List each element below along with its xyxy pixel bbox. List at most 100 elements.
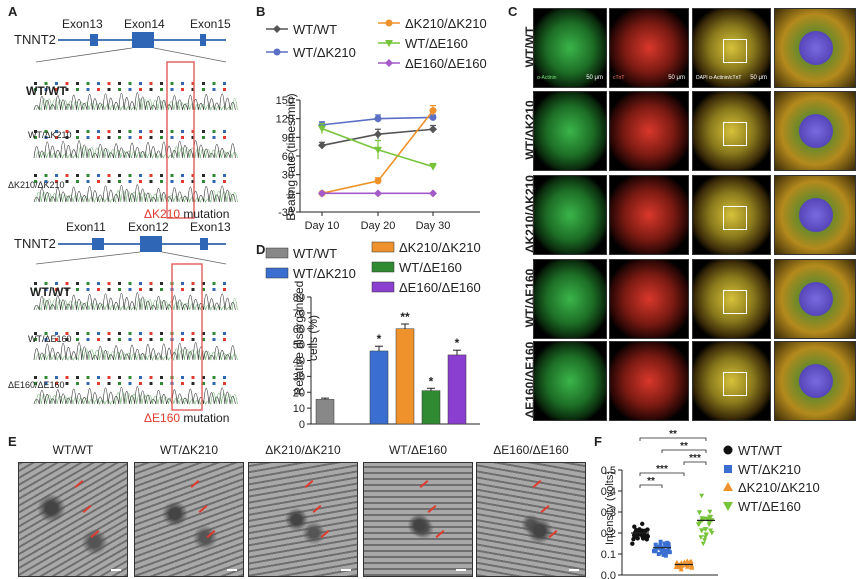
- microscopy-image-e160e160-merge: [692, 341, 771, 421]
- base-call-dot: [149, 88, 153, 91]
- legend-label: WT/ΔK210: [293, 266, 356, 281]
- legend-marker: [724, 465, 732, 473]
- microscopy-image-e160e160-ctnt: [609, 341, 689, 421]
- base-call-dot: [181, 382, 184, 385]
- em-image-wte160: [363, 462, 473, 577]
- base-call-dot: [55, 376, 58, 379]
- scatter-point: [635, 533, 640, 538]
- base-call-dot: [107, 180, 111, 183]
- legend-marker: [723, 445, 733, 455]
- microscopy-image-wte160-merge: [692, 259, 771, 339]
- legend-swatch: [265, 267, 289, 279]
- em-image-e160e160: [476, 462, 586, 577]
- base-call-dot: [160, 136, 163, 139]
- base-call-dot: [86, 282, 90, 285]
- base-call-dot: [107, 288, 111, 291]
- em-title: WT/WT: [52, 443, 94, 457]
- base-call-dot: [118, 376, 121, 379]
- base-call-dot: [128, 130, 132, 133]
- microscopy-image-e160e160-zoom: [774, 341, 856, 421]
- scatter-point: [684, 558, 690, 563]
- scatter-point: [665, 540, 670, 545]
- base-call-dot: [118, 88, 121, 91]
- scatter-point: [708, 528, 714, 533]
- data-point: [374, 146, 382, 154]
- y-tick-label: 30: [282, 170, 294, 182]
- base-call-dot: [65, 382, 69, 385]
- scatter-point: [640, 536, 646, 541]
- mutation-label-bottom: ΔE160 mutation: [144, 411, 229, 425]
- nucleus: [799, 114, 833, 148]
- base-call-dot: [223, 288, 226, 291]
- base-call-dot: [118, 288, 121, 291]
- base-call-dot: [223, 88, 226, 91]
- significance-label: ***: [689, 453, 701, 464]
- base-call-dot: [202, 174, 205, 177]
- base-call-dot: [107, 376, 111, 379]
- base-call-dot: [170, 130, 174, 133]
- base-call-dot: [149, 180, 153, 183]
- base-call-dot: [97, 180, 100, 183]
- base-call-dot: [181, 180, 184, 183]
- base-call-dot: [107, 130, 111, 133]
- chromatogram-trace: [35, 392, 238, 406]
- y-tick-label: 0.0: [601, 570, 616, 579]
- y-tick-label: 0.1: [601, 549, 616, 561]
- exon-label-14: Exon14: [124, 17, 165, 31]
- base-call-dot: [55, 282, 58, 285]
- microscopy-image-k210k210-ctnt: [609, 175, 689, 255]
- base-call-dot: [139, 180, 142, 183]
- base-call-dot: [160, 282, 163, 285]
- base-call-dot: [139, 88, 142, 91]
- data-point: [374, 115, 382, 123]
- base-call-dot: [149, 382, 153, 385]
- base-call-dot: [65, 332, 69, 335]
- legend-label: WT/WT: [293, 246, 337, 261]
- scatter-point: [659, 550, 664, 555]
- microscopy-image-wte160-actinin: [533, 259, 607, 339]
- mutation-name: ΔE160: [144, 411, 181, 425]
- base-call-dot: [212, 136, 216, 139]
- legend-label: WT/ΔK210: [293, 45, 356, 60]
- base-call-dot: [65, 82, 69, 85]
- scatter-point: [645, 534, 651, 539]
- legend-label: ΔK210/ΔK210: [738, 480, 820, 495]
- data-point: [318, 125, 326, 133]
- base-call-dot: [34, 180, 37, 183]
- base-call-dot: [191, 282, 195, 285]
- nucleus: [799, 364, 833, 398]
- base-call-dot: [65, 130, 69, 133]
- scatter-point: [699, 516, 705, 521]
- scatter-point: [634, 528, 639, 533]
- base-call-dot: [86, 288, 90, 291]
- base-call-dot: [107, 332, 111, 335]
- base-call-dot: [118, 130, 121, 133]
- base-call-dot: [212, 376, 216, 379]
- y-tick-label: 0.5: [601, 465, 616, 477]
- scatter-point: [703, 532, 709, 537]
- zoom-region-box: [723, 39, 747, 63]
- panel-a-diagram: [33, 32, 238, 411]
- base-call-dot: [160, 288, 163, 291]
- base-call-dot: [128, 376, 132, 379]
- base-call-dot: [34, 82, 37, 85]
- y-tick-label: 60: [282, 151, 294, 163]
- base-call-dot: [181, 288, 184, 291]
- x-tick-label: Day 20: [361, 220, 396, 232]
- microscopy-image-wtwt-zoom: [774, 8, 856, 88]
- base-call-dot: [139, 130, 142, 133]
- data-point: [429, 163, 437, 171]
- base-call-dot: [44, 382, 48, 385]
- legend-swatch: [371, 281, 395, 293]
- base-call-dot: [160, 130, 163, 133]
- base-call-dot: [139, 382, 142, 385]
- nucleus: [799, 282, 833, 316]
- microscopy-image-wte160-zoom: [774, 259, 856, 339]
- base-call-dot: [139, 338, 142, 341]
- y-tick-label: 50: [293, 340, 305, 352]
- genotype-label: WT/ΔK210: [28, 130, 72, 140]
- data-point: [318, 189, 326, 198]
- base-call-dot: [34, 338, 37, 341]
- base-call-dot: [97, 130, 100, 133]
- microscopy-image-wtwt-actinin: 50 μm α-Actinin: [533, 8, 607, 88]
